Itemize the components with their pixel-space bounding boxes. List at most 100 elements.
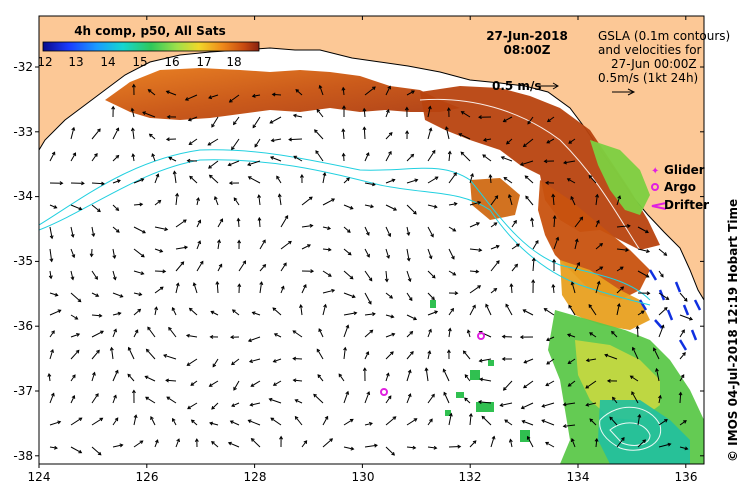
- velocity-arrow: [295, 416, 303, 426]
- argo-marker-icon: [651, 183, 659, 191]
- velocity-arrow-head: [535, 239, 539, 244]
- velocity-arrow: [258, 195, 261, 206]
- velocity-arrow-head: [50, 392, 55, 397]
- velocity-arrow: [293, 358, 303, 360]
- velocity-arrow-head: [407, 369, 412, 374]
- velocity-arrow-head: [546, 337, 550, 342]
- velocity-arrow: [49, 393, 55, 404]
- velocity-arrow: [658, 307, 668, 316]
- velocity-arrow-head: [247, 162, 252, 167]
- velocity-arrow-head: [526, 435, 531, 440]
- velocity-arrow: [301, 440, 307, 448]
- lat-tick-32: -32: [13, 60, 33, 74]
- velocity-arrow: [343, 248, 352, 256]
- velocity-arrow: [637, 310, 645, 316]
- velocity-arrow-head: [477, 200, 482, 205]
- argo-label: Argo: [664, 180, 696, 194]
- velocity-arrow: [237, 218, 240, 228]
- velocity-arrow: [461, 111, 471, 118]
- velocity-arrow-head: [117, 311, 122, 316]
- velocity-arrow: [49, 292, 58, 296]
- velocity-arrow: [595, 194, 598, 206]
- velocity-arrow: [595, 281, 600, 294]
- velocity-arrow-head: [114, 369, 119, 374]
- velocity-arrow: [231, 358, 240, 365]
- velocity-arrow: [70, 446, 82, 454]
- velocity-arrow-head: [642, 439, 647, 444]
- velocity-arrow: [385, 109, 390, 118]
- velocity-arrow: [128, 347, 135, 360]
- velocity-arrow: [545, 380, 555, 386]
- velocity-arrow-head: [252, 124, 257, 129]
- velocity-arrow-head: [299, 174, 304, 178]
- velocity-arrow: [364, 292, 372, 305]
- velocity-arrow: [364, 422, 373, 426]
- velocity-arrow-head: [499, 403, 504, 407]
- velocity-arrow-head: [213, 196, 218, 200]
- velocity-arrow-head: [94, 153, 98, 157]
- velocity-arrow-head: [430, 233, 434, 238]
- velocity-arrow-head: [477, 400, 482, 404]
- velocity-arrow-head: [230, 335, 234, 340]
- velocity-arrow: [637, 414, 641, 426]
- velocity-arrow: [142, 111, 156, 118]
- velocity-arrow: [271, 138, 282, 142]
- velocity-arrow-head: [619, 266, 624, 271]
- velocity-arrow: [112, 292, 123, 298]
- velocity-arrow-head: [678, 391, 683, 396]
- velocity-arrow: [483, 138, 492, 141]
- velocity-arrow-head: [491, 435, 496, 440]
- velocity-arrow-head: [50, 348, 54, 353]
- velocity-arrow-head: [249, 402, 254, 407]
- velocity-arrow-head: [414, 178, 419, 183]
- velocity-arrow: [301, 196, 313, 206]
- velocity-arrow: [505, 304, 513, 316]
- velocity-arrow-head: [589, 418, 594, 423]
- velocity-arrow-head: [478, 115, 482, 120]
- velocity-arrow: [145, 396, 156, 404]
- velocity-arrow-head: [331, 288, 336, 293]
- velocity-arrow-head: [316, 348, 321, 353]
- velocity-arrow: [406, 331, 413, 338]
- velocity-arrow: [364, 270, 373, 281]
- gsla-legend: GSLA (0.1m contours) and velocities for …: [598, 29, 730, 96]
- velocity-arrow: [464, 374, 471, 382]
- velocity-arrow: [406, 179, 418, 184]
- velocity-arrow-head: [546, 118, 551, 123]
- velocity-arrow-head: [446, 107, 451, 111]
- velocity-arrow: [186, 334, 198, 338]
- velocity-arrow-head: [75, 349, 80, 354]
- velocity-arrow: [49, 151, 56, 162]
- velocity-arrow: [196, 197, 199, 206]
- velocity-arrow-head: [468, 412, 473, 417]
- velocity-arrow: [276, 176, 282, 184]
- velocity-arrow: [385, 446, 395, 456]
- velocity-arrow-head: [288, 137, 292, 142]
- velocity-arrow-head: [606, 378, 611, 383]
- velocity-arrow: [364, 248, 370, 258]
- velocity-arrow-head: [562, 424, 567, 429]
- velocity-arrow-head: [655, 367, 659, 372]
- velocity-arrow: [343, 177, 350, 184]
- velocity-arrow-head: [596, 219, 600, 224]
- velocity-arrow: [190, 380, 198, 386]
- velocity-arrow: [91, 393, 99, 404]
- velocity-arrow-head: [508, 438, 513, 443]
- velocity-arrow: [385, 314, 394, 318]
- velocity-arrow: [173, 171, 177, 184]
- velocity-arrow: [363, 127, 366, 140]
- velocity-arrow-head: [318, 328, 322, 333]
- velocity-arrow-head: [663, 252, 668, 256]
- velocity-arrow-head: [272, 307, 277, 312]
- velocity-arrow-head: [450, 307, 454, 312]
- velocity-arrow: [568, 305, 576, 316]
- velocity-arrow-head: [168, 326, 172, 331]
- velocity-arrow: [301, 284, 307, 294]
- velocity-arrow: [70, 314, 78, 320]
- velocity-arrow: [131, 108, 135, 118]
- velocity-arrow-head: [350, 446, 355, 451]
- velocity-arrow: [133, 292, 142, 296]
- velocity-arrow-head: [343, 346, 347, 351]
- velocity-arrow-head: [368, 277, 373, 282]
- velocity-arrow-head: [393, 207, 398, 211]
